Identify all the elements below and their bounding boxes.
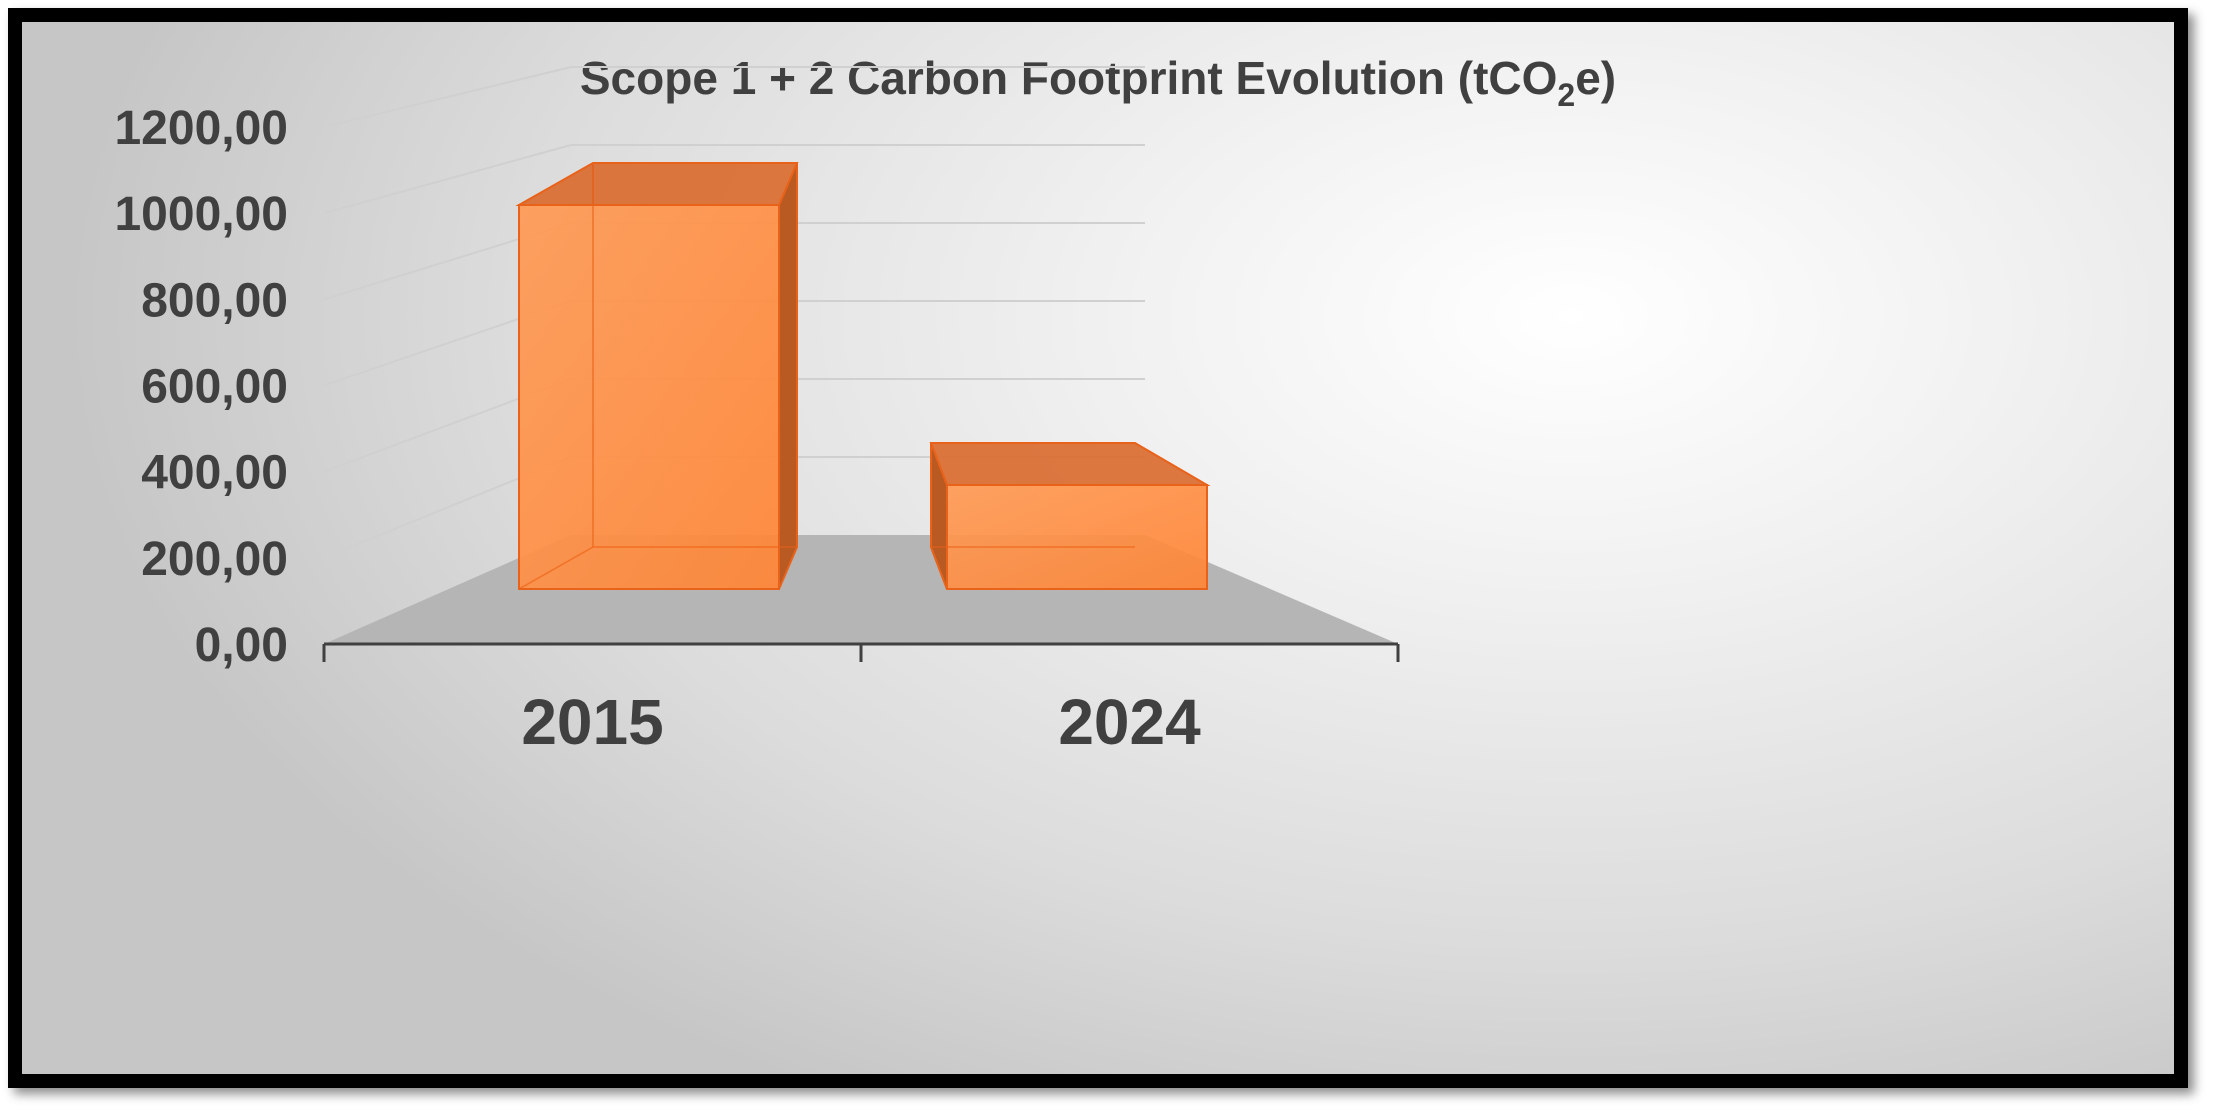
- y-axis-labels: 0,00 200,00 400,00 600,00 800,00 1000,00 1200,…: [114, 102, 288, 672]
- y-tick-label: 600,00: [141, 361, 288, 414]
- bar-front: [518, 204, 780, 590]
- chart-frame: Scope 1 + 2 Carbon Footprint Evolution (…: [8, 8, 2188, 1088]
- x-tick-label: 2024: [1058, 686, 1201, 758]
- gridline-side: [323, 66, 572, 128]
- chart-title: Scope 1 + 2 Carbon Footprint Evolution (…: [580, 52, 1616, 113]
- y-tick-label: 200,00: [141, 533, 288, 586]
- floor-plane: [324, 535, 1398, 644]
- chart-floor: [324, 535, 1398, 644]
- bar-edge: [930, 546, 948, 590]
- bar-side: [778, 162, 798, 590]
- gridline-side: [323, 144, 572, 215]
- bar: [515, 162, 799, 590]
- bars: [515, 162, 1211, 590]
- bar-front: [946, 484, 1208, 590]
- x-axis: [322, 642, 1400, 662]
- x-axis-labels: 2015 2024: [521, 686, 1201, 758]
- bar-top: [929, 442, 1211, 486]
- bar-top: [515, 162, 799, 206]
- chart-svg: Scope 1 + 2 Carbon Footprint Evolution (…: [114, 52, 1616, 758]
- y-tick-label: 400,00: [141, 447, 288, 500]
- y-tick-label: 1000,00: [114, 188, 288, 241]
- y-tick-label: 800,00: [141, 274, 288, 327]
- bar: [929, 442, 1211, 590]
- x-tick-label: 2015: [521, 686, 663, 758]
- bar-edge: [518, 546, 594, 590]
- y-tick-label: 0,00: [195, 619, 288, 672]
- y-tick-label: 1200,00: [114, 102, 288, 155]
